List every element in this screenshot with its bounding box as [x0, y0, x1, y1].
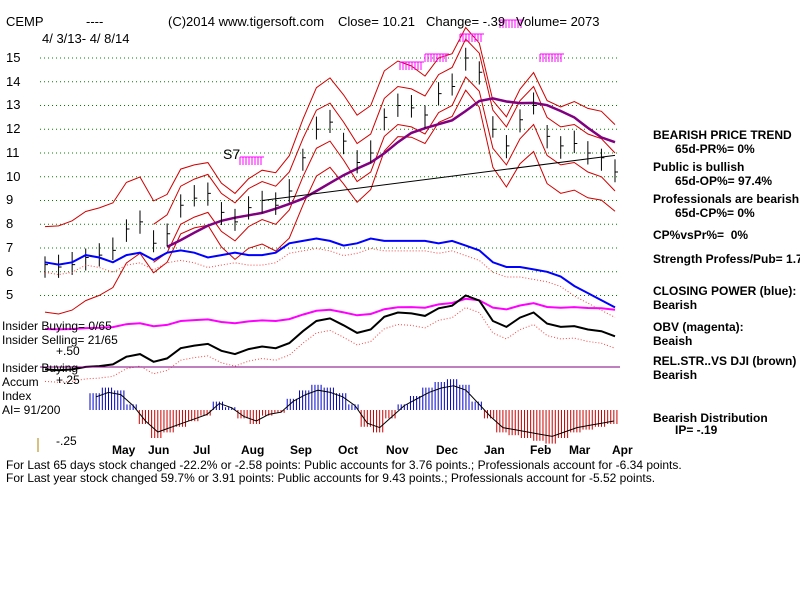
- pr-value: 65d-PR%= 0%: [675, 142, 755, 156]
- footer-line-year: For Last year stock changed 59.7% or 3.9…: [6, 471, 656, 485]
- obv-value: Beaish: [653, 334, 693, 348]
- obv-title: OBV (magenta):: [653, 320, 744, 334]
- support-trendline: [262, 154, 616, 201]
- obv-line: [44, 297, 616, 331]
- relstr-value: Bearish: [653, 368, 698, 382]
- month-jan: Jan: [484, 443, 505, 457]
- month-feb: Feb: [530, 443, 552, 457]
- ytick-13: 13: [6, 97, 21, 112]
- accum-scale-minus25: -.25: [56, 434, 77, 448]
- ticker-symbol: CEMP: [6, 14, 44, 29]
- month-jul: Jul: [193, 443, 211, 457]
- ip-value: IP= -.19: [675, 423, 718, 437]
- ytick-11: 11: [6, 145, 20, 160]
- trend-title: BEARISH PRICE TREND: [653, 128, 792, 142]
- relstr-ma-line: [44, 306, 616, 383]
- ytick-10: 10: [6, 169, 21, 184]
- ytick-6: 6: [6, 264, 14, 279]
- month-jun: Jun: [148, 443, 170, 457]
- closing-power-line: [44, 237, 616, 309]
- moving-average-line: [166, 97, 616, 249]
- volume-value: Volume= 2073: [516, 14, 600, 29]
- closing-power-ma-line: [44, 247, 616, 318]
- relstr-title: REL.STR..VS DJI (brown): [653, 354, 797, 368]
- dist-title: Bearish Distribution: [653, 411, 768, 425]
- close-value: Close= 10.21: [338, 14, 415, 29]
- cp-value: 65d-CP%= 0%: [675, 206, 755, 220]
- inner-upper-band-line: [153, 38, 616, 225]
- closing-power-title: CLOSING POWER (blue):: [653, 284, 797, 298]
- accum-label: Accum: [2, 375, 39, 389]
- strength-value: Strength Profess/Pub= 1.7: [653, 252, 800, 266]
- month-may: May: [112, 443, 136, 457]
- upper-band-line: [44, 26, 616, 228]
- ticker-dashes: ----: [86, 14, 104, 29]
- month-mar: Mar: [569, 443, 591, 457]
- relstr-line: [44, 294, 616, 372]
- ytick-15: 15: [6, 50, 21, 65]
- month-oct: Oct: [338, 443, 359, 457]
- month-sep: Sep: [290, 443, 313, 457]
- month-aug: Aug: [241, 443, 265, 457]
- inner-lower-band-line: [153, 76, 616, 263]
- insider-buying-line-label: Insider Buying: [2, 361, 79, 375]
- public-title: Public is bullish: [653, 160, 745, 174]
- ytick-14: 14: [6, 74, 21, 89]
- index-label: Index: [2, 389, 32, 403]
- ytick-12: 12: [6, 121, 21, 136]
- cpvspr-value: CP%vsPr%= 0%: [653, 228, 749, 242]
- insider-selling-label: Insider Selling= 21/65: [2, 333, 118, 347]
- month-apr: Apr: [612, 443, 633, 457]
- ai-label: AI= 91/200: [2, 403, 61, 417]
- date-range: 4/ 3/13- 4/ 8/14: [42, 31, 130, 46]
- copyright: (C)2014 www.tigersoft.com: [168, 14, 325, 29]
- obv-scale-plus50: +.50: [56, 344, 80, 358]
- month-nov: Nov: [386, 443, 409, 457]
- ytick-8: 8: [6, 216, 14, 231]
- ytick-9: 9: [6, 192, 14, 207]
- op-value: 65d-OP%= 97.4%: [675, 174, 773, 188]
- change-value: Change= -.39: [426, 14, 506, 29]
- prof-title: Professionals are bearish: [653, 192, 800, 206]
- signal-s7-label: S7: [223, 146, 241, 162]
- closing-power-value: Bearish: [653, 298, 698, 312]
- ytick-5: 5: [6, 287, 14, 302]
- footer-line-65d: For Last 65 days stock changed -22.2% or…: [6, 458, 682, 472]
- ytick-7: 7: [6, 240, 14, 255]
- accum-ma-line: [96, 385, 614, 437]
- month-dec: Dec: [436, 443, 459, 457]
- insider-buying-label: Insider Buying= 0/65: [2, 319, 112, 333]
- accum-scale-plus25: +.25: [56, 373, 80, 387]
